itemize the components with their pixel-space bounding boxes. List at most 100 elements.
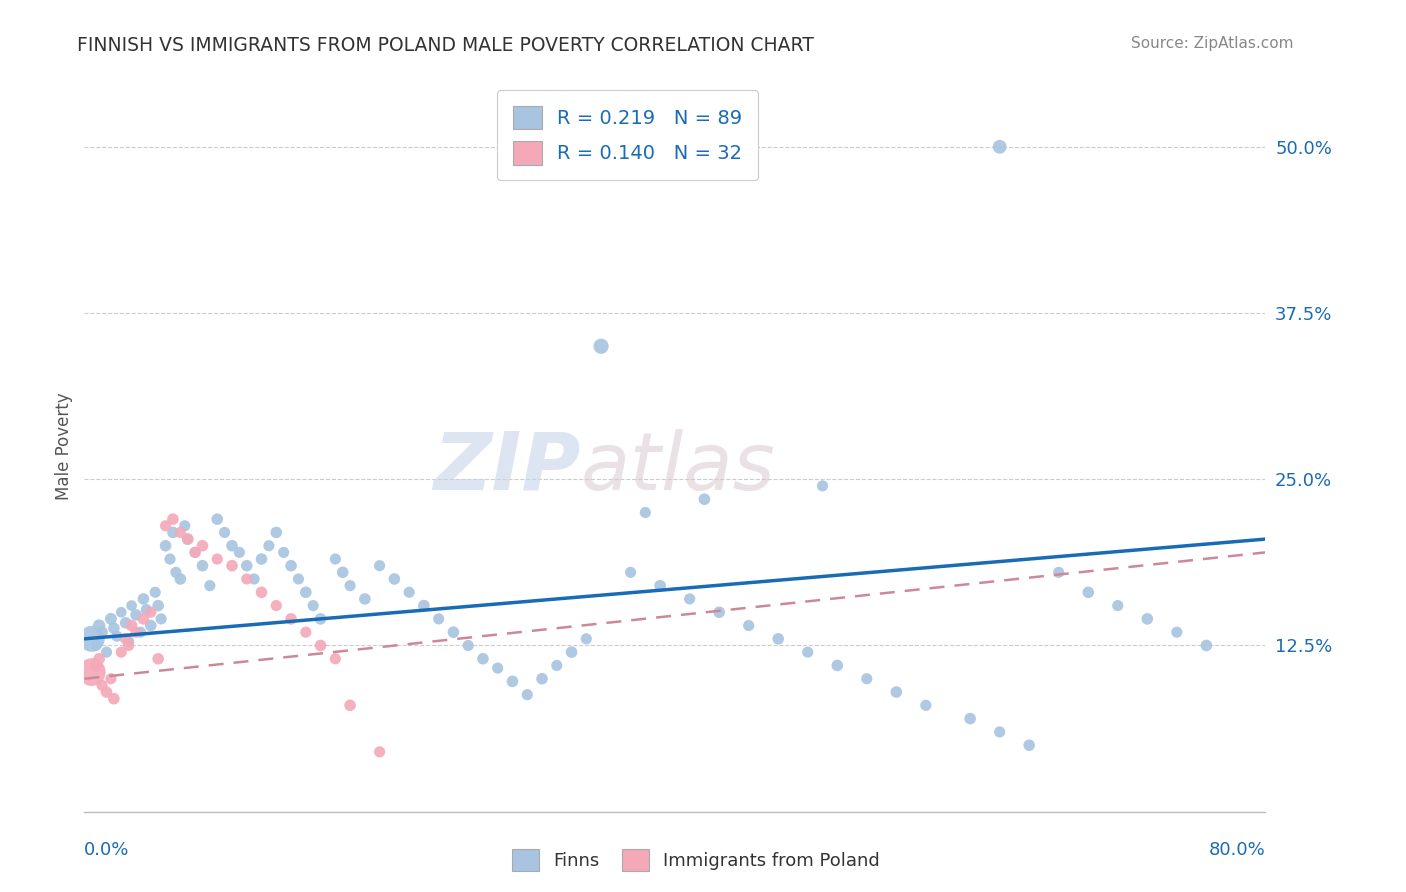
- Point: [427, 612, 450, 626]
- Point: [132, 612, 155, 626]
- Point: [162, 512, 184, 526]
- Point: [811, 479, 834, 493]
- Point: [280, 612, 302, 626]
- Text: FINNISH VS IMMIGRANTS FROM POLAND MALE POVERTY CORRELATION CHART: FINNISH VS IMMIGRANTS FROM POLAND MALE P…: [77, 36, 814, 54]
- Point: [84, 658, 107, 673]
- Point: [295, 625, 318, 640]
- Point: [84, 639, 107, 653]
- Point: [959, 712, 981, 726]
- Point: [114, 615, 136, 630]
- Point: [546, 658, 568, 673]
- Text: 80.0%: 80.0%: [1209, 841, 1265, 859]
- Point: [221, 558, 243, 573]
- Point: [273, 545, 295, 559]
- Point: [87, 618, 111, 632]
- Point: [165, 566, 187, 580]
- Point: [988, 725, 1011, 739]
- Point: [236, 558, 259, 573]
- Point: [1166, 625, 1188, 640]
- Point: [221, 539, 243, 553]
- Point: [443, 625, 465, 640]
- Point: [114, 632, 136, 646]
- Point: [1047, 566, 1070, 580]
- Point: [988, 140, 1011, 154]
- Point: [591, 339, 613, 353]
- Point: [266, 525, 288, 540]
- Point: [91, 678, 114, 692]
- Point: [354, 591, 377, 606]
- Point: [177, 532, 200, 546]
- Point: [184, 545, 207, 559]
- Point: [856, 672, 879, 686]
- Point: [148, 599, 170, 613]
- Point: [325, 652, 347, 666]
- Text: Source: ZipAtlas.com: Source: ZipAtlas.com: [1130, 36, 1294, 51]
- Point: [169, 525, 191, 540]
- Point: [100, 672, 122, 686]
- Point: [214, 525, 236, 540]
- Point: [103, 621, 125, 635]
- Point: [150, 612, 173, 626]
- Point: [797, 645, 820, 659]
- Point: [1077, 585, 1099, 599]
- Point: [368, 745, 391, 759]
- Text: atlas: atlas: [581, 429, 775, 507]
- Point: [159, 552, 181, 566]
- Point: [302, 599, 325, 613]
- Point: [110, 605, 132, 619]
- Point: [339, 698, 361, 713]
- Point: [531, 672, 554, 686]
- Point: [198, 579, 221, 593]
- Point: [155, 518, 177, 533]
- Point: [162, 525, 184, 540]
- Point: [207, 512, 229, 526]
- Point: [184, 545, 207, 559]
- Point: [827, 658, 849, 673]
- Point: [650, 579, 672, 593]
- Point: [191, 539, 214, 553]
- Point: [575, 632, 598, 646]
- Legend: R = 0.219   N = 89, R = 0.140   N = 32: R = 0.219 N = 89, R = 0.140 N = 32: [498, 90, 758, 180]
- Point: [169, 572, 191, 586]
- Point: [100, 612, 122, 626]
- Point: [91, 625, 114, 640]
- Point: [155, 539, 177, 553]
- Point: [325, 552, 347, 566]
- Point: [768, 632, 790, 646]
- Point: [709, 605, 731, 619]
- Point: [634, 506, 657, 520]
- Point: [96, 645, 118, 659]
- Point: [413, 599, 436, 613]
- Point: [173, 518, 195, 533]
- Point: [561, 645, 583, 659]
- Point: [148, 652, 170, 666]
- Point: [295, 585, 318, 599]
- Point: [139, 618, 162, 632]
- Point: [110, 645, 132, 659]
- Point: [125, 625, 148, 640]
- Point: [339, 579, 361, 593]
- Point: [620, 566, 643, 580]
- Point: [139, 605, 162, 619]
- Point: [191, 558, 214, 573]
- Point: [132, 591, 155, 606]
- Point: [309, 639, 332, 653]
- Point: [1018, 738, 1040, 752]
- Point: [228, 545, 250, 559]
- Point: [398, 585, 420, 599]
- Point: [332, 566, 354, 580]
- Point: [738, 618, 761, 632]
- Point: [368, 558, 391, 573]
- Point: [1107, 599, 1129, 613]
- Point: [250, 552, 273, 566]
- Point: [486, 661, 509, 675]
- Point: [1195, 639, 1218, 653]
- Point: [501, 674, 523, 689]
- Point: [135, 602, 157, 616]
- Point: [80, 665, 103, 679]
- Point: [118, 639, 141, 653]
- Point: [118, 634, 141, 648]
- Point: [236, 572, 259, 586]
- Point: [207, 552, 229, 566]
- Point: [287, 572, 309, 586]
